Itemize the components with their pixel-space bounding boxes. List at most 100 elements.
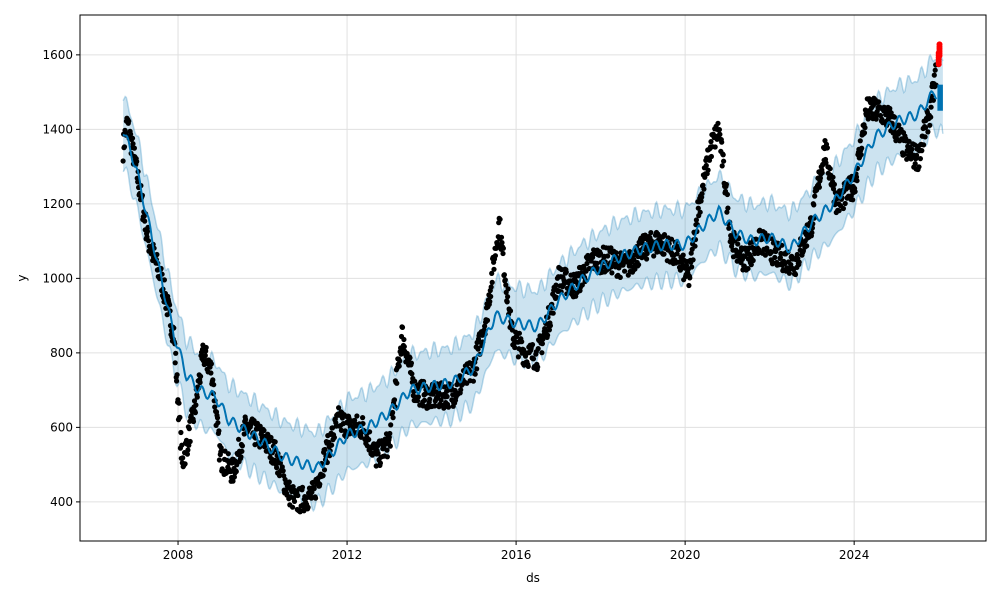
observed-point bbox=[295, 492, 301, 499]
observed-point bbox=[535, 346, 541, 352]
observed-point bbox=[553, 294, 560, 300]
observed-point bbox=[387, 430, 393, 437]
observed-point bbox=[238, 454, 244, 460]
observed-point bbox=[772, 254, 778, 261]
observed-point bbox=[203, 344, 209, 351]
observed-point bbox=[172, 360, 178, 366]
observed-point bbox=[719, 139, 725, 145]
y-tick-label: 1400 bbox=[42, 122, 73, 136]
observed-point bbox=[174, 372, 180, 378]
observed-point bbox=[693, 217, 700, 223]
observed-point bbox=[811, 202, 817, 208]
observed-point bbox=[594, 260, 600, 266]
observed-point bbox=[197, 379, 203, 386]
observed-point bbox=[909, 146, 915, 152]
observed-point bbox=[280, 468, 286, 474]
observed-point bbox=[507, 308, 514, 314]
observed-point bbox=[208, 370, 214, 376]
observed-point bbox=[208, 361, 214, 367]
observed-point bbox=[366, 436, 372, 443]
observed-point bbox=[695, 205, 701, 211]
observed-point bbox=[690, 257, 696, 263]
observed-point bbox=[717, 131, 723, 137]
observed-point bbox=[305, 504, 311, 510]
observed-point bbox=[274, 465, 280, 471]
observed-point bbox=[218, 445, 224, 451]
observed-point bbox=[933, 82, 939, 88]
observed-point bbox=[129, 135, 136, 141]
observed-point bbox=[502, 277, 508, 283]
observed-point bbox=[231, 474, 237, 480]
x-axis-label: ds bbox=[526, 571, 540, 585]
observed-point bbox=[539, 341, 546, 347]
observed-point bbox=[216, 428, 222, 434]
y-tick-label: 400 bbox=[50, 495, 73, 509]
observed-point bbox=[631, 256, 637, 263]
x-axis: 2008 2012 2016 2020 2024 bbox=[163, 541, 869, 562]
observed-point bbox=[525, 363, 531, 369]
observed-point bbox=[503, 282, 509, 288]
observed-point bbox=[906, 138, 912, 144]
observed-point bbox=[458, 387, 464, 393]
x-tick-label: 2008 bbox=[163, 548, 194, 562]
observed-point bbox=[202, 352, 208, 359]
recent-point bbox=[936, 52, 943, 59]
observed-point bbox=[489, 270, 495, 276]
observed-point bbox=[445, 404, 452, 410]
observed-point bbox=[444, 393, 450, 400]
observed-point bbox=[354, 413, 360, 419]
observed-point bbox=[492, 253, 498, 259]
observed-point bbox=[182, 461, 188, 467]
observed-point bbox=[126, 118, 132, 124]
observed-point bbox=[850, 197, 856, 203]
observed-point bbox=[896, 122, 902, 128]
observed-point bbox=[384, 454, 390, 460]
observed-point bbox=[317, 481, 323, 487]
observed-point bbox=[184, 451, 190, 457]
observed-point bbox=[617, 274, 623, 280]
observed-point bbox=[488, 284, 494, 290]
observed-point bbox=[497, 216, 503, 222]
observed-point bbox=[398, 351, 404, 357]
observed-point bbox=[186, 426, 192, 432]
observed-point bbox=[360, 415, 366, 421]
observed-point bbox=[699, 191, 705, 197]
observed-point bbox=[842, 200, 848, 207]
observed-point bbox=[712, 144, 718, 150]
observed-point bbox=[286, 479, 292, 485]
observed-point bbox=[836, 208, 842, 214]
observed-point bbox=[488, 293, 494, 300]
y-tick-label: 1600 bbox=[42, 48, 73, 62]
observed-point bbox=[529, 342, 536, 348]
upper-bound-line bbox=[122, 53, 944, 439]
observed-point bbox=[888, 110, 894, 116]
observed-point bbox=[824, 145, 831, 151]
observed-point bbox=[719, 163, 725, 169]
observed-point bbox=[320, 473, 326, 479]
observed-point bbox=[703, 162, 709, 169]
observed-point bbox=[741, 263, 747, 269]
x-tick-label: 2020 bbox=[670, 548, 701, 562]
observed-point bbox=[932, 67, 938, 73]
observed-point bbox=[689, 264, 695, 270]
observed-point bbox=[145, 238, 152, 244]
observed-point bbox=[792, 271, 799, 278]
observed-point bbox=[636, 262, 642, 268]
observed-point bbox=[830, 174, 836, 180]
observed-point bbox=[120, 158, 126, 164]
observed-point bbox=[272, 439, 278, 445]
observed-point bbox=[676, 246, 682, 252]
observed-point bbox=[890, 130, 896, 136]
observed-point bbox=[661, 232, 668, 238]
observed-point bbox=[622, 268, 628, 274]
observed-point bbox=[268, 434, 274, 441]
observed-point bbox=[697, 209, 703, 215]
observed-point bbox=[338, 427, 344, 433]
observed-point bbox=[236, 436, 242, 442]
observed-point bbox=[401, 344, 407, 350]
observed-point bbox=[261, 427, 267, 434]
observed-point bbox=[470, 378, 476, 384]
observed-point bbox=[644, 251, 650, 257]
observed-point bbox=[228, 468, 234, 475]
